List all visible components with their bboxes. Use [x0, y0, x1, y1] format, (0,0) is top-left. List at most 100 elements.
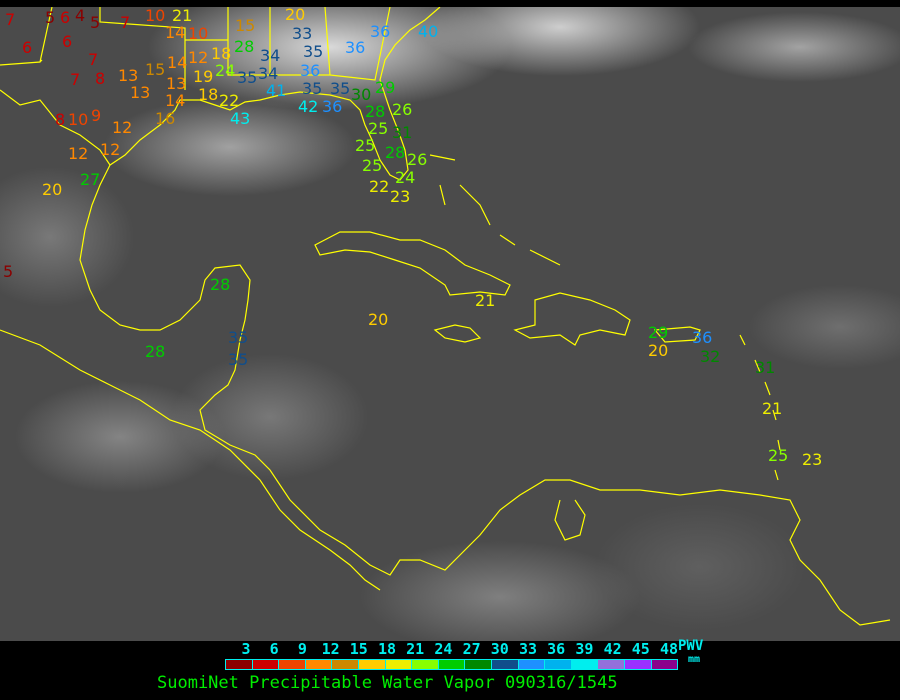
- station-pwv-value: 19: [193, 67, 214, 86]
- unit-label: PWV: [678, 638, 704, 654]
- color-swatch: [385, 660, 413, 669]
- station-pwv-value: 28: [210, 275, 231, 294]
- station-pwv-value: 28: [145, 342, 166, 361]
- color-swatch: [518, 660, 546, 669]
- station-pwv-value: 31: [392, 123, 413, 142]
- legend-tick: 3: [241, 640, 251, 658]
- color-swatch: [226, 660, 253, 669]
- station-pwv-value: 21: [172, 7, 193, 25]
- station-pwv-value: 36: [692, 328, 713, 347]
- station-pwv-value: 9: [91, 106, 102, 125]
- legend-tick: 15: [349, 640, 368, 658]
- station-pwv-value: 29: [375, 78, 396, 97]
- maracaibo: [554, 499, 586, 541]
- legend-tick: 42: [603, 640, 622, 658]
- station-pwv-value: 36: [370, 22, 391, 41]
- station-pwv-value: 35: [228, 350, 249, 369]
- station-pwv-value: 7: [70, 70, 81, 89]
- legend-tick: 33: [518, 640, 538, 658]
- legend-tick: 6: [269, 640, 279, 658]
- jamaica: [433, 324, 482, 343]
- station-pwv-value: 22: [219, 91, 240, 110]
- station-pwv-value: 41: [266, 81, 287, 100]
- legend-tick: 45: [631, 640, 650, 658]
- station-pwv-value: 35: [303, 42, 324, 61]
- station-pwv-value: 21: [762, 399, 783, 418]
- station-pwv-value: 26: [392, 100, 413, 119]
- station-pwv-value: 25: [362, 156, 383, 175]
- bahamas: [429, 154, 561, 266]
- color-swatch: [358, 660, 386, 669]
- station-pwv-value: 12: [100, 140, 121, 159]
- lesser-antilles: [739, 334, 781, 481]
- station-pwv-value: 20: [285, 7, 306, 24]
- station-pwv-value: 12: [188, 48, 209, 67]
- station-pwv-value: 14: [165, 23, 186, 42]
- color-swatch: [252, 660, 280, 669]
- station-pwv-value: 20: [368, 310, 389, 329]
- station-pwv-value: 12: [112, 118, 133, 137]
- station-pwv-value: 34: [258, 64, 279, 83]
- station-pwv-value: 8: [95, 69, 106, 88]
- station-pwv-value: 22: [369, 177, 390, 196]
- station-pwv-value: 42: [298, 97, 319, 116]
- station-pwv-value: 24: [215, 61, 236, 80]
- legend-tick: 39: [575, 640, 594, 658]
- station-pwv-value: 7: [5, 10, 16, 29]
- station-pwv-value: 35: [237, 68, 258, 87]
- puerto-rico: [653, 326, 701, 343]
- cuba: [314, 231, 511, 296]
- coastlines: [0, 7, 891, 626]
- station-pwv-value: 30: [351, 85, 372, 104]
- us-gulf-coast: [0, 7, 441, 181]
- station-pwv-value: 35: [228, 328, 249, 347]
- legend-tick: 9: [297, 640, 307, 658]
- station-pwv-value: 28: [234, 37, 255, 56]
- station-pwv-value: 31: [755, 358, 776, 377]
- color-swatch: [571, 660, 599, 669]
- station-pwv-value: 35: [330, 79, 351, 98]
- color-swatch: [651, 660, 678, 669]
- station-pwv-value: 40: [418, 22, 439, 41]
- station-pwv-value: 23: [390, 187, 411, 206]
- legend-tick: 36: [547, 640, 566, 658]
- legend-tick: 24: [434, 640, 453, 658]
- station-pwv-value: 6: [60, 8, 71, 27]
- station-pwv-value: 18: [198, 85, 219, 104]
- station-pwv-value: 6: [22, 38, 33, 57]
- station-pwv-value: 14: [165, 91, 186, 110]
- station-pwv-value: 10: [188, 24, 209, 43]
- color-swatch: [279, 660, 306, 669]
- station-pwv-value: 27: [80, 170, 101, 189]
- station-pwv-value: 13: [130, 83, 151, 102]
- station-pwv-value: 25: [355, 136, 376, 155]
- station-pwv-value: 14: [167, 53, 188, 72]
- color-swatch: [332, 660, 359, 669]
- station-pwv-value: 16: [155, 109, 176, 128]
- legend-tick: 48: [659, 640, 679, 658]
- legend: 3 6 9 12 15 18 21 24 27 30 33 36 39 42 45 48 PWV mm Suo…: [0, 638, 900, 700]
- station-pwv-value: 34: [260, 46, 281, 65]
- station-pwv-value: 13: [166, 74, 187, 93]
- legend-tick: 18: [377, 640, 397, 658]
- station-pwv-value: 24: [395, 168, 416, 187]
- station-pwv-value: 12: [68, 144, 89, 163]
- product-title: SuomiNet Precipitable Water Vapor 090316…: [157, 673, 618, 693]
- color-swatch: [624, 660, 652, 669]
- station-pwv-value: 25: [368, 119, 389, 138]
- station-pwv-value: 4: [75, 7, 86, 25]
- station-pwv-value: 36: [322, 97, 343, 116]
- station-pwv-value: 25: [768, 446, 789, 465]
- station-pwv-value: 18: [211, 44, 232, 63]
- station-pwv-value: 23: [802, 450, 823, 469]
- station-pwv-value: 35: [302, 79, 323, 98]
- station-pwv-value: 6: [62, 32, 73, 51]
- station-pwv-value: 5: [3, 262, 14, 281]
- station-pwv-value: 36: [345, 38, 366, 57]
- color-swatch: [545, 660, 572, 669]
- station-pwv-value: 26: [407, 150, 428, 169]
- color-swatch: [438, 660, 466, 669]
- legend-tick: 21: [406, 640, 425, 658]
- station-pwv-value: 10: [68, 110, 89, 129]
- station-pwv-value: 13: [118, 66, 139, 85]
